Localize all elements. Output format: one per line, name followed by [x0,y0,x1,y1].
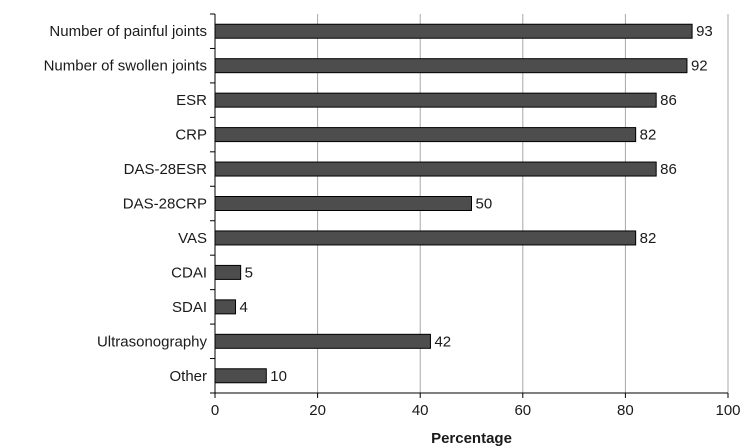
value-label: 93 [696,23,713,40]
value-label: 92 [691,58,708,75]
axes [214,14,728,394]
grid-lines [317,14,729,393]
category-label: Other [169,368,207,385]
category-label: VAS [178,230,207,247]
value-label: 86 [660,161,677,178]
category-label: Number of painful joints [49,23,207,40]
value-label: 5 [245,264,253,281]
x-axis-title: Percentage [431,430,512,447]
category-label: SDAI [172,299,207,316]
bar-das-28crp [214,196,472,211]
bars [214,23,693,384]
bar-das-28esr [214,161,657,177]
bar-number-of-painful-joints [214,23,693,39]
x-tick-label: 80 [617,402,634,419]
x-tick-label: 20 [309,402,326,419]
bar-crp [214,127,637,143]
bar-number-of-swollen-joints [214,58,688,74]
category-label: DAS-28CRP [123,196,207,213]
category-label: DAS-28ESR [124,161,208,178]
value-label: 42 [434,333,451,350]
category-label: CRP [175,127,207,144]
bar-ultrasonography [214,333,431,349]
value-label: 4 [240,299,248,316]
x-ticks: 0 20 40 60 80 100 [211,393,741,419]
x-tick-label: 0 [211,402,219,419]
category-label: Ultrasonography [97,333,208,350]
value-label: 82 [640,230,657,247]
bar-cdai [214,264,242,280]
category-label: Number of swollen joints [44,58,207,75]
category-labels: Number of painful joints Number of swolle… [44,13,215,394]
x-tick-label: 40 [412,402,429,419]
bar-esr [214,92,657,108]
bar-other [214,368,267,384]
category-label: ESR [176,92,207,109]
x-tick-label: 100 [715,402,740,419]
value-label: 10 [270,368,287,385]
bar-sdai [214,299,237,315]
category-label: CDAI [171,264,207,281]
value-label: 82 [640,127,657,144]
value-label: 50 [476,196,493,213]
value-label: 86 [660,92,677,109]
bar-vas [214,230,637,246]
x-tick-label: 60 [514,402,531,419]
